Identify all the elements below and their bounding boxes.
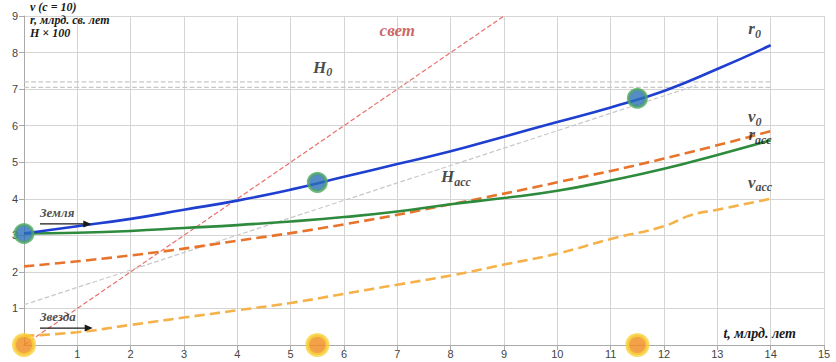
svg-text:3: 3 — [181, 348, 187, 360]
svg-text:8: 8 — [12, 47, 18, 59]
svg-text:10: 10 — [551, 348, 563, 360]
svg-text:2: 2 — [128, 348, 134, 360]
svg-text:7: 7 — [12, 83, 18, 95]
svg-text:H: H — [440, 167, 455, 186]
svg-text:t, млрд. лет: t, млрд. лет — [723, 326, 796, 341]
svg-text:6: 6 — [341, 348, 347, 360]
svg-text:4: 4 — [12, 193, 18, 205]
svg-text:1: 1 — [12, 302, 18, 314]
svg-text:8: 8 — [448, 348, 454, 360]
svg-text:Земля: Земля — [39, 205, 75, 220]
svg-text:0: 0 — [755, 115, 761, 129]
svg-text:2: 2 — [12, 266, 18, 278]
svg-text:1: 1 — [74, 348, 80, 360]
svg-text:Звезда: Звезда — [39, 309, 76, 324]
svg-text:acc: acc — [755, 180, 772, 194]
svg-text:9: 9 — [501, 348, 507, 360]
svg-text:7: 7 — [394, 348, 400, 360]
svg-text:13: 13 — [711, 348, 723, 360]
svg-text:5: 5 — [12, 156, 18, 168]
svg-text:9: 9 — [12, 10, 18, 22]
svg-text:0: 0 — [326, 65, 332, 79]
svg-text:0: 0 — [755, 27, 761, 41]
svg-text:v (c = 10): v (c = 10) — [30, 0, 76, 14]
svg-text:11: 11 — [605, 348, 616, 360]
svg-text:r: r — [748, 125, 755, 145]
svg-text:5: 5 — [288, 348, 294, 360]
svg-text:v: v — [747, 172, 756, 192]
svg-text:свет: свет — [380, 21, 415, 40]
svg-text:4: 4 — [234, 348, 240, 360]
svg-text:r: r — [748, 19, 755, 39]
svg-text:15: 15 — [818, 348, 830, 360]
svg-text:v: v — [747, 107, 756, 126]
svg-text:acc: acc — [755, 133, 772, 147]
svg-text:14: 14 — [765, 348, 777, 360]
svg-text:H × 100: H × 100 — [29, 26, 70, 40]
svg-text:12: 12 — [658, 348, 670, 360]
svg-text:H: H — [312, 58, 327, 77]
svg-text:acc: acc — [454, 175, 471, 189]
svg-text:6: 6 — [12, 120, 18, 132]
svg-text:r, млрд. св. лет: r, млрд. св. лет — [30, 13, 110, 27]
